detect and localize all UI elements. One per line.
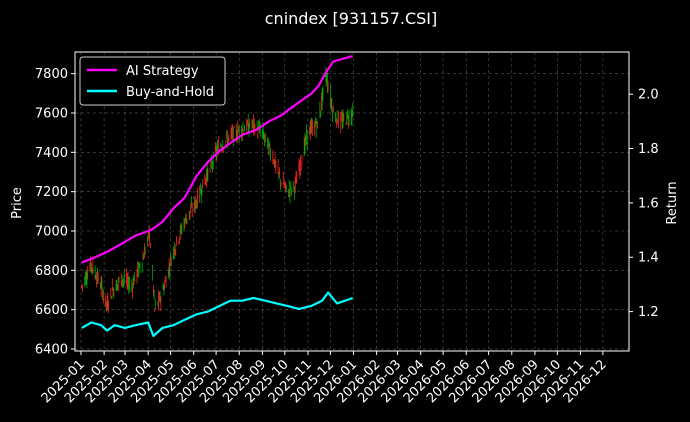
y-tick-label: 7200 bbox=[35, 185, 68, 200]
right-tick-label: 1.2 bbox=[638, 305, 659, 320]
buy-and-hold-line bbox=[81, 291, 354, 338]
right-tick-label: 1.8 bbox=[638, 142, 659, 157]
y-tick-label: 7400 bbox=[35, 146, 68, 161]
y-axis-label: Price bbox=[10, 187, 25, 219]
y-tick-label: 6400 bbox=[35, 343, 68, 358]
legend-label-buy-and-hold: Buy-and-Hold bbox=[126, 85, 214, 100]
right-tick-label: 2.0 bbox=[638, 88, 659, 103]
y-tick-label: 7600 bbox=[35, 106, 68, 121]
chart-title: cnindex [931157.CSI] bbox=[265, 9, 438, 28]
right-tick-label: 1.4 bbox=[638, 251, 659, 266]
y-tick-label: 6600 bbox=[35, 303, 68, 318]
plot-frame bbox=[74, 51, 630, 352]
legend-label-ai-strategy: AI Strategy bbox=[126, 64, 199, 79]
y-tick-label: 6800 bbox=[35, 264, 68, 279]
series-lines bbox=[81, 55, 354, 338]
y-tick-label: 7800 bbox=[35, 67, 68, 82]
y-tick-label: 7000 bbox=[35, 225, 68, 240]
right-axis-label: Return bbox=[665, 181, 680, 224]
price-candles bbox=[81, 66, 354, 314]
legend: AI Strategy Buy-and-Hold bbox=[79, 56, 226, 106]
right-tick-label: 1.6 bbox=[638, 196, 659, 211]
ai-strategy-line bbox=[81, 55, 353, 264]
